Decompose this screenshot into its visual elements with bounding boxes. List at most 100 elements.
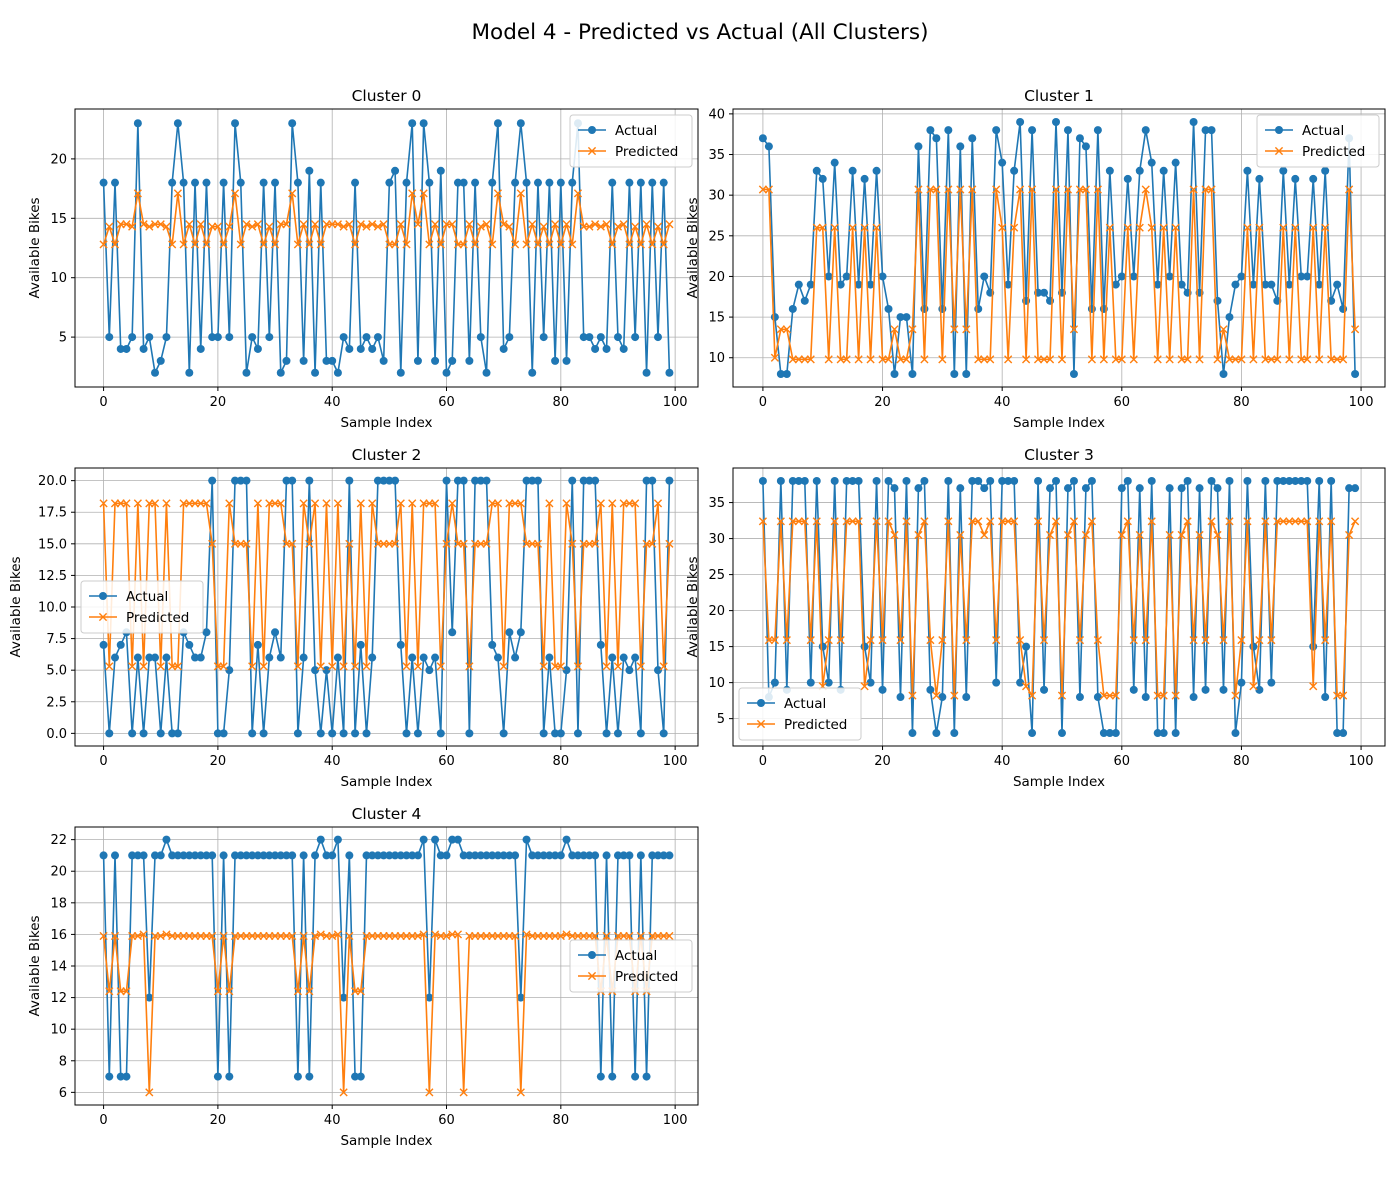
data-point-actual <box>636 178 645 187</box>
data-point-actual <box>219 729 228 738</box>
data-point-actual <box>1171 158 1180 167</box>
data-point-actual <box>625 666 634 675</box>
data-point-actual <box>1303 476 1312 485</box>
data-point-actual <box>271 628 280 637</box>
data-point-predicted <box>1016 185 1025 194</box>
legend-box <box>1256 114 1380 168</box>
data-point-actual <box>345 851 354 860</box>
data-point-actual <box>1189 693 1198 702</box>
data-point-predicted <box>1321 223 1330 232</box>
y-tick-label: 35 <box>708 496 725 511</box>
y-tick-label: 15.0 <box>38 537 67 552</box>
data-point-predicted <box>316 662 325 671</box>
data-point-actual <box>248 729 257 738</box>
data-point-actual <box>1231 280 1240 289</box>
x-tick-label: 40 <box>324 1113 341 1128</box>
data-point-actual <box>316 178 325 187</box>
data-point-predicted <box>185 220 194 229</box>
data-point-predicted <box>139 220 148 229</box>
data-point-predicted <box>1111 355 1120 364</box>
data-point-actual <box>265 333 274 342</box>
data-point-predicted <box>419 930 428 939</box>
data-point-actual <box>482 851 491 860</box>
data-point-actual <box>1213 484 1222 493</box>
data-point-actual <box>914 142 923 151</box>
data-point-actual <box>225 666 234 675</box>
data-point-predicted <box>533 539 543 548</box>
data-point-predicted <box>1333 691 1342 700</box>
data-point-actual <box>162 333 171 342</box>
data-point-predicted <box>1207 185 1216 194</box>
data-point-actual <box>396 851 405 860</box>
data-point-actual <box>653 851 662 860</box>
data-point-actual <box>299 653 308 662</box>
data-point-actual <box>173 729 182 738</box>
data-point-predicted <box>316 240 325 249</box>
data-point-predicted <box>516 1088 525 1097</box>
data-point-actual <box>345 476 354 485</box>
y-tick-label: 8 <box>59 1054 67 1069</box>
data-point-actual <box>276 851 285 860</box>
data-point-actual <box>225 1072 234 1081</box>
data-point-actual <box>800 476 809 485</box>
data-point-actual <box>636 729 645 738</box>
data-point-actual <box>276 368 285 377</box>
data-point-actual <box>806 280 815 289</box>
data-point-predicted <box>1225 517 1234 526</box>
data-point-predicted <box>356 220 365 229</box>
legend: Actual Predicted <box>569 939 693 993</box>
data-point-predicted <box>545 499 554 508</box>
data-point-actual <box>1123 174 1132 183</box>
data-point-predicted <box>539 662 548 671</box>
data-point-predicted <box>1345 530 1354 540</box>
data-point-predicted <box>1099 355 1108 364</box>
panel-title: Cluster 2 <box>352 446 422 464</box>
data-point-actual <box>1219 369 1228 378</box>
data-point-actual <box>1046 484 1055 493</box>
data-point-actual <box>488 851 497 860</box>
data-point-actual <box>619 653 628 662</box>
data-point-actual <box>836 280 845 289</box>
data-point-predicted <box>1171 691 1180 700</box>
data-point-actual <box>866 280 875 289</box>
data-point-actual <box>812 166 821 175</box>
data-point-predicted <box>591 539 600 548</box>
data-point-predicted <box>248 222 257 231</box>
data-point-predicted <box>968 185 977 194</box>
data-point-predicted <box>591 931 600 941</box>
data-point-predicted <box>133 499 142 508</box>
data-point-actual <box>1010 166 1019 175</box>
data-point-predicted <box>1081 530 1091 540</box>
data-point-predicted <box>608 499 617 508</box>
data-point-predicted <box>1309 223 1318 232</box>
x-tick-label: 20 <box>210 754 227 769</box>
data-point-predicted <box>339 1088 348 1097</box>
data-point-actual <box>436 729 445 738</box>
data-point-predicted <box>202 499 211 508</box>
data-point-actual <box>379 851 388 860</box>
y-tick-label: 15 <box>708 640 725 655</box>
data-point-actual <box>425 993 434 1002</box>
data-point-predicted <box>1093 185 1102 194</box>
data-point-actual <box>459 851 468 860</box>
data-point-predicted <box>430 220 440 229</box>
data-point-predicted <box>213 987 222 996</box>
data-point-actual <box>1315 280 1324 289</box>
data-point-predicted <box>788 355 797 364</box>
data-point-actual <box>1285 280 1294 289</box>
data-point-predicted <box>1339 691 1348 700</box>
data-point-predicted <box>419 189 428 198</box>
data-point-actual <box>213 1072 222 1081</box>
data-point-actual <box>950 729 959 738</box>
data-point-predicted <box>373 222 383 231</box>
data-point-predicted <box>516 189 525 198</box>
legend-marker-predicted <box>98 612 108 622</box>
data-point-actual <box>413 356 422 365</box>
data-point-actual <box>1052 476 1061 485</box>
data-point-actual <box>105 1072 114 1081</box>
data-point-actual <box>191 178 200 187</box>
series-line-predicted <box>102 192 671 246</box>
data-point-predicted <box>884 517 893 526</box>
data-point-predicted <box>1189 185 1198 194</box>
data-point-predicted <box>1129 355 1138 364</box>
